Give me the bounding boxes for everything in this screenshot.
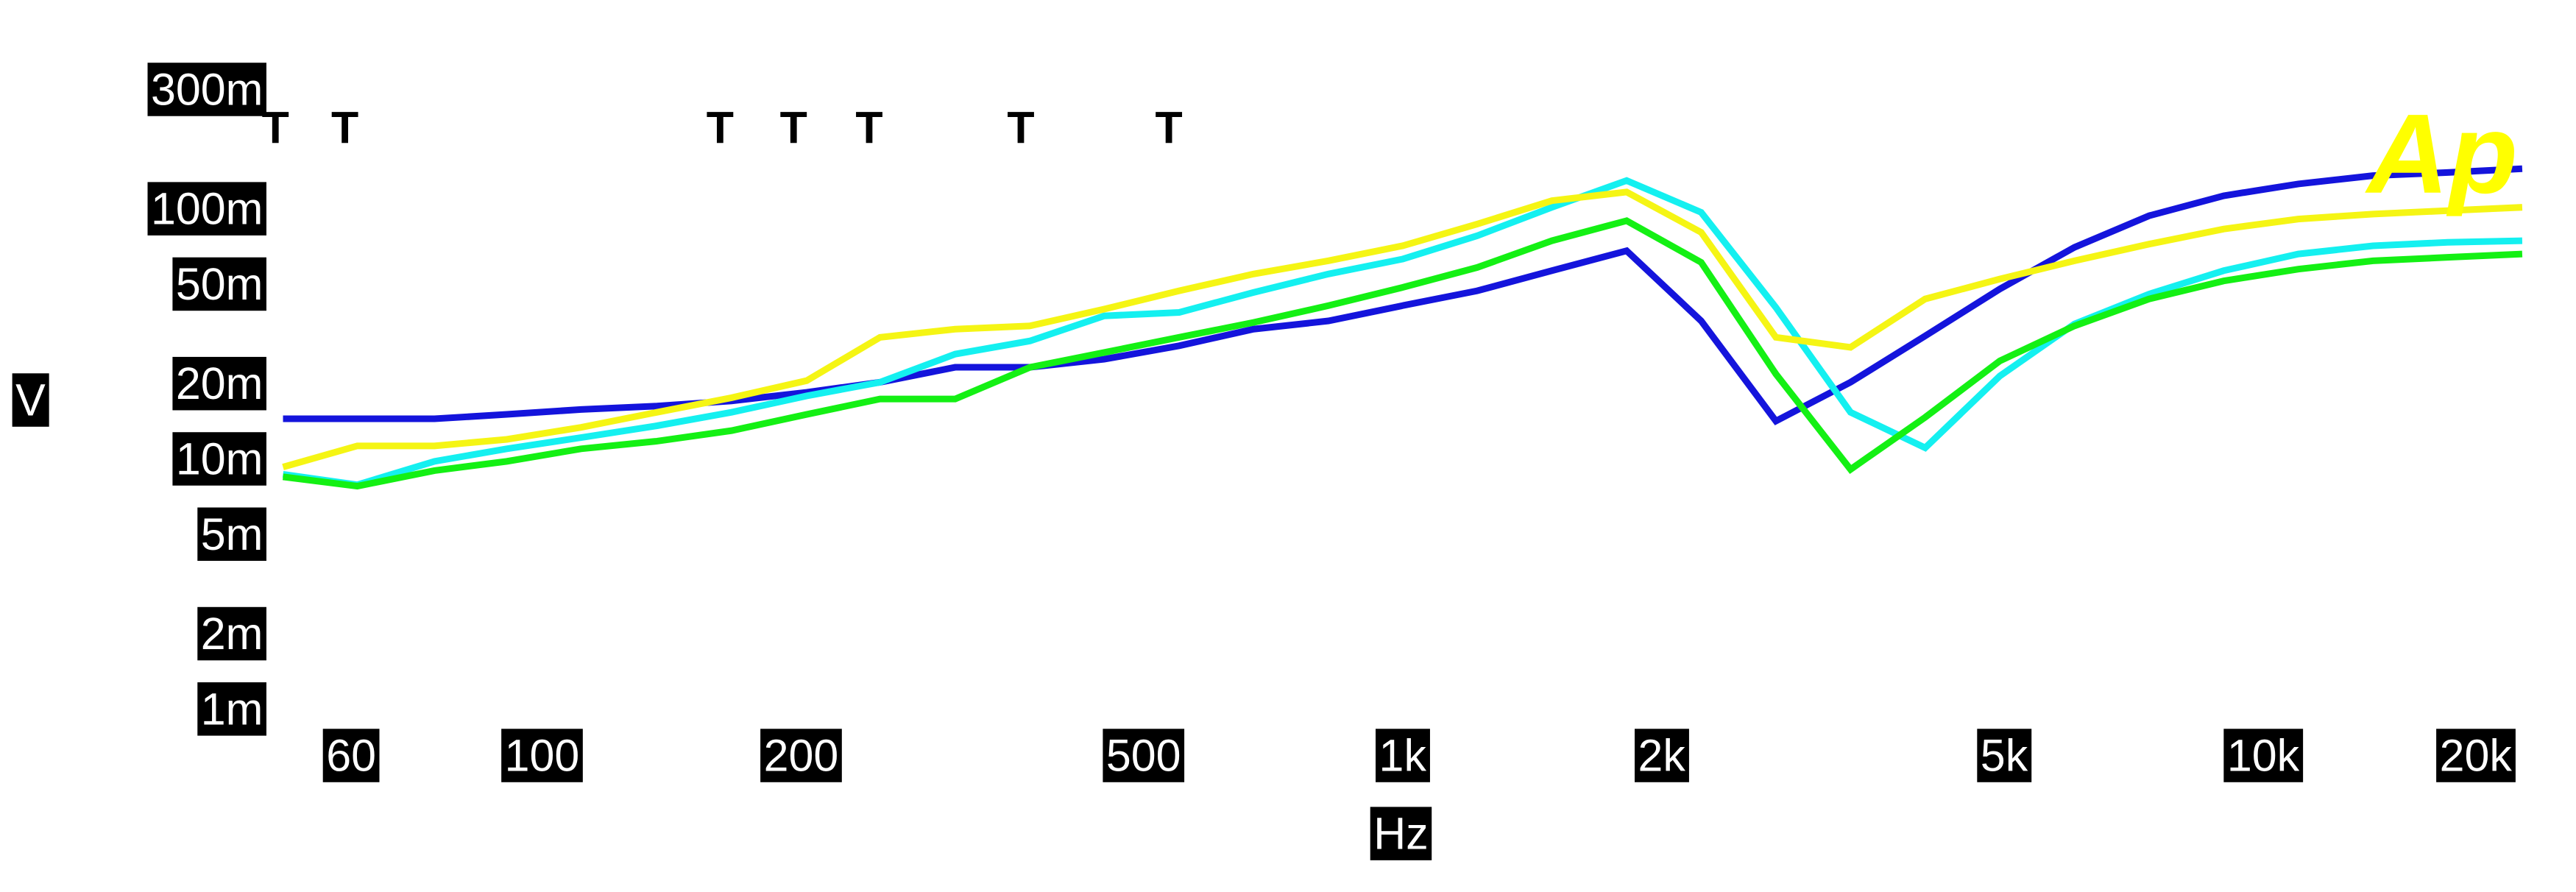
label-box [322, 729, 380, 782]
annotation-marker: T [1156, 102, 1183, 152]
x-tick-label: 2k [1638, 731, 1686, 781]
x-tick-label: 10k [2227, 731, 2300, 781]
label-box [197, 606, 266, 661]
y-tick-label: 1m [201, 684, 263, 734]
label-box [501, 729, 583, 782]
x-tick-label: 200 [764, 731, 839, 781]
label-box [1103, 729, 1185, 782]
y-axis-label: V [15, 375, 46, 425]
label-box [197, 682, 266, 736]
label-box [12, 373, 49, 427]
y-tick-label: 50m [176, 259, 263, 309]
annotation-marker: T [331, 102, 358, 152]
y-tick-label: 5m [201, 509, 263, 559]
x-tick-label: 5k [1981, 731, 2028, 781]
x-tick-label: 100 [505, 731, 580, 781]
logo: Ap [2364, 91, 2518, 217]
x-tick-label: 60 [326, 731, 376, 781]
x-tick-label: 20k [2440, 731, 2513, 781]
label-box [172, 257, 266, 311]
series-line [283, 165, 2523, 425]
label-box [1370, 807, 1432, 860]
x-tick-label: 1k [1379, 731, 1427, 781]
label-box [172, 432, 266, 486]
label-box [1977, 729, 2032, 782]
series-line [282, 177, 2523, 489]
label-box [760, 729, 842, 782]
label-backgrounds [12, 63, 2516, 860]
label-box [197, 507, 266, 562]
series-line [282, 217, 2523, 490]
y-tick-label: 2m [201, 609, 263, 659]
annotation-marker: T [1007, 102, 1034, 152]
y-tick-label: 100m [151, 184, 263, 234]
label-box [147, 63, 266, 116]
label-box [2436, 729, 2516, 782]
label-box [147, 182, 266, 236]
label-box [1635, 729, 1689, 782]
series-line [282, 188, 2523, 470]
annotation-marker: T [707, 102, 734, 152]
label-box [1376, 729, 1430, 782]
label-box [172, 356, 266, 411]
y-tick-label: 20m [176, 358, 263, 408]
annotation-marker: T [780, 102, 807, 152]
x-tick-label: 500 [1106, 731, 1181, 781]
label-box [2223, 729, 2304, 782]
x-axis-label: Hz [1373, 809, 1428, 859]
annotation-marker: T [262, 102, 289, 152]
annotation-marker: T [855, 102, 882, 152]
plot-area [280, 88, 2524, 713]
y-tick-label: 10m [176, 433, 263, 484]
y-tick-label: 300m [151, 64, 263, 114]
